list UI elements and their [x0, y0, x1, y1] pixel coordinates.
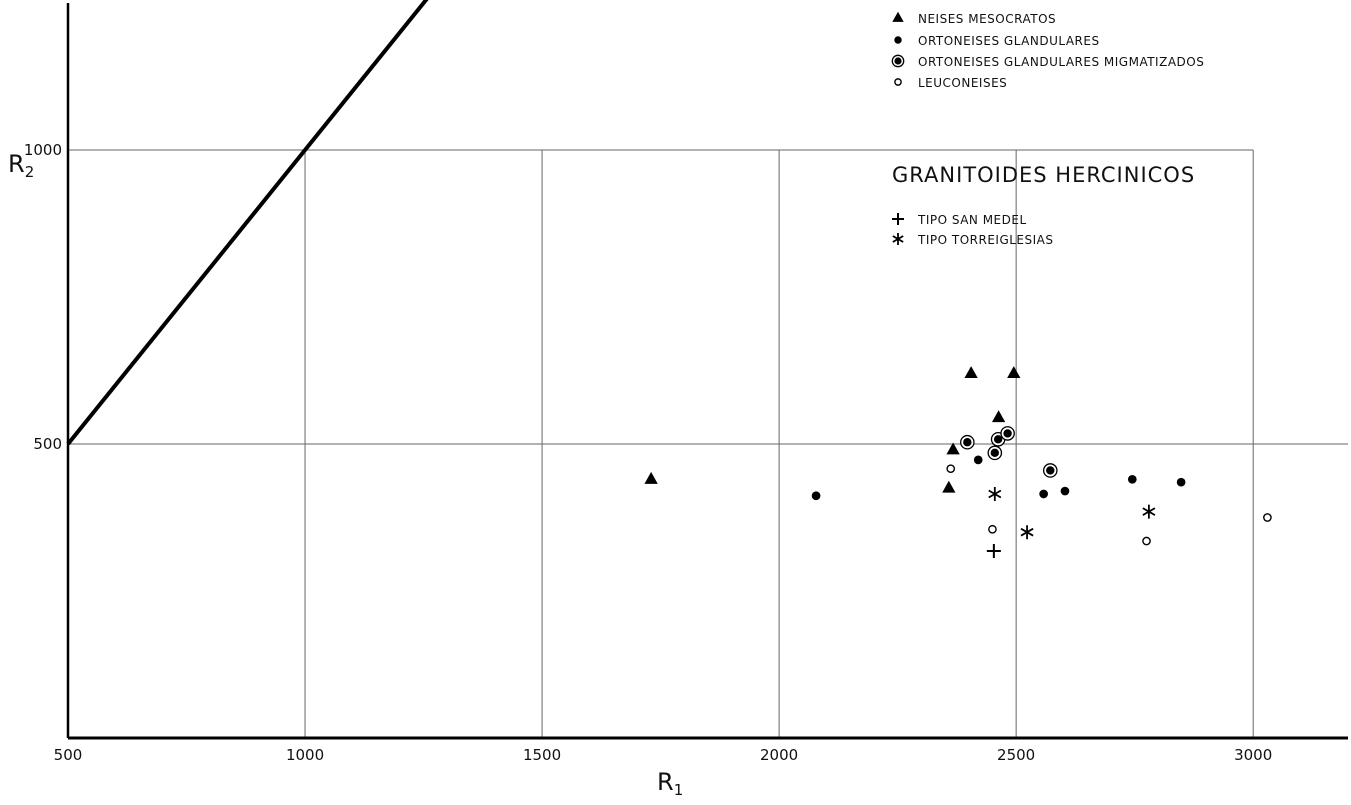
point-circled-dot-1	[960, 434, 975, 450]
point-open-circle-2	[988, 524, 997, 534]
axes	[66, 3, 1348, 740]
point-triangle-3	[946, 442, 960, 455]
legend-label-5: TIPO SAN MEDEL	[917, 213, 1027, 227]
x-tick-label-2500: 2500	[997, 746, 1035, 764]
point-filled-circle-1	[811, 491, 821, 501]
point-circled-dot-4	[1000, 426, 1015, 441]
data-points	[644, 366, 1272, 559]
point-filled-circle-3	[1039, 489, 1048, 499]
point-triangle-6	[1007, 366, 1021, 378]
legend-item-2: ORTONEISES GLANDULARES	[894, 34, 1099, 48]
point-triangle-1	[644, 471, 658, 484]
x-tick-label-3000: 3000	[1234, 746, 1272, 764]
legend-item-4: LEUCONEISES	[894, 76, 1007, 90]
point-circled-dot-2	[987, 445, 1003, 461]
y-tick-label-500: 500	[33, 435, 62, 453]
legend-item-6: TIPO TORREIGLESIAS	[892, 233, 1054, 247]
point-open-circle-1	[946, 464, 956, 474]
legend-label-1: NEISES MESOCRATOS	[918, 12, 1056, 26]
legend-label-3: ORTONEISES GLANDULARES MIGMATIZADOS	[918, 55, 1204, 69]
legend-marker-circled-dot	[891, 54, 905, 68]
legend-label-4: LEUCONEISES	[918, 76, 1007, 90]
x-tick-label-1000: 1000	[286, 746, 324, 764]
point-circled-dot-5	[1042, 463, 1058, 478]
x-tick-label-1500: 1500	[523, 746, 561, 764]
legend-marker-plus	[892, 213, 904, 225]
point-plus-1	[986, 544, 1001, 559]
legend-label-2: ORTONEISES GLANDULARES	[918, 34, 1100, 48]
legend-marker-open-circle	[894, 78, 902, 86]
point-triangle-4	[964, 366, 978, 378]
point-filled-circle-4	[1060, 486, 1070, 496]
x-tick-labels: 500 1000 1500 2000 2500 3000	[54, 746, 1273, 764]
reference-line	[66, 0, 429, 446]
y-axis-title: R2	[8, 150, 34, 181]
legend-marker-filled-circle	[894, 36, 902, 44]
point-triangle-5	[991, 410, 1006, 423]
point-filled-circle-6	[1176, 477, 1186, 487]
point-asterisk-1	[988, 486, 1002, 501]
grid-lines	[68, 149, 1348, 738]
y-tick-labels: 500 1000	[24, 141, 62, 453]
legend-marker-triangle	[892, 11, 904, 22]
point-open-circle-3	[1142, 536, 1151, 546]
x-axis-title: R1	[657, 768, 683, 799]
legend-item-5: TIPO SAN MEDEL	[892, 213, 1027, 227]
legend-heading: GRANITOIDES HERCINICOS	[892, 163, 1195, 187]
x-tick-label-2000: 2000	[760, 746, 798, 764]
point-filled-circle-2	[973, 455, 983, 465]
legend-marker-asterisk	[892, 233, 904, 245]
legend-item-1: NEISES MESOCRATOS	[892, 11, 1056, 26]
point-open-circle-4	[1263, 513, 1272, 522]
x-tick-label-500: 500	[54, 746, 83, 764]
legend: NEISES MESOCRATOS ORTONEISES GLANDULARES O…	[891, 11, 1204, 247]
legend-item-3: ORTONEISES GLANDULARES MIGMATIZADOS	[891, 54, 1204, 69]
point-triangle-2	[942, 480, 956, 493]
legend-label-6: TIPO TORREIGLESIAS	[917, 233, 1054, 247]
point-filled-circle-5	[1127, 474, 1137, 484]
point-asterisk-2	[1020, 525, 1034, 540]
y-tick-label-1000: 1000	[24, 141, 62, 159]
point-asterisk-3	[1142, 504, 1156, 519]
